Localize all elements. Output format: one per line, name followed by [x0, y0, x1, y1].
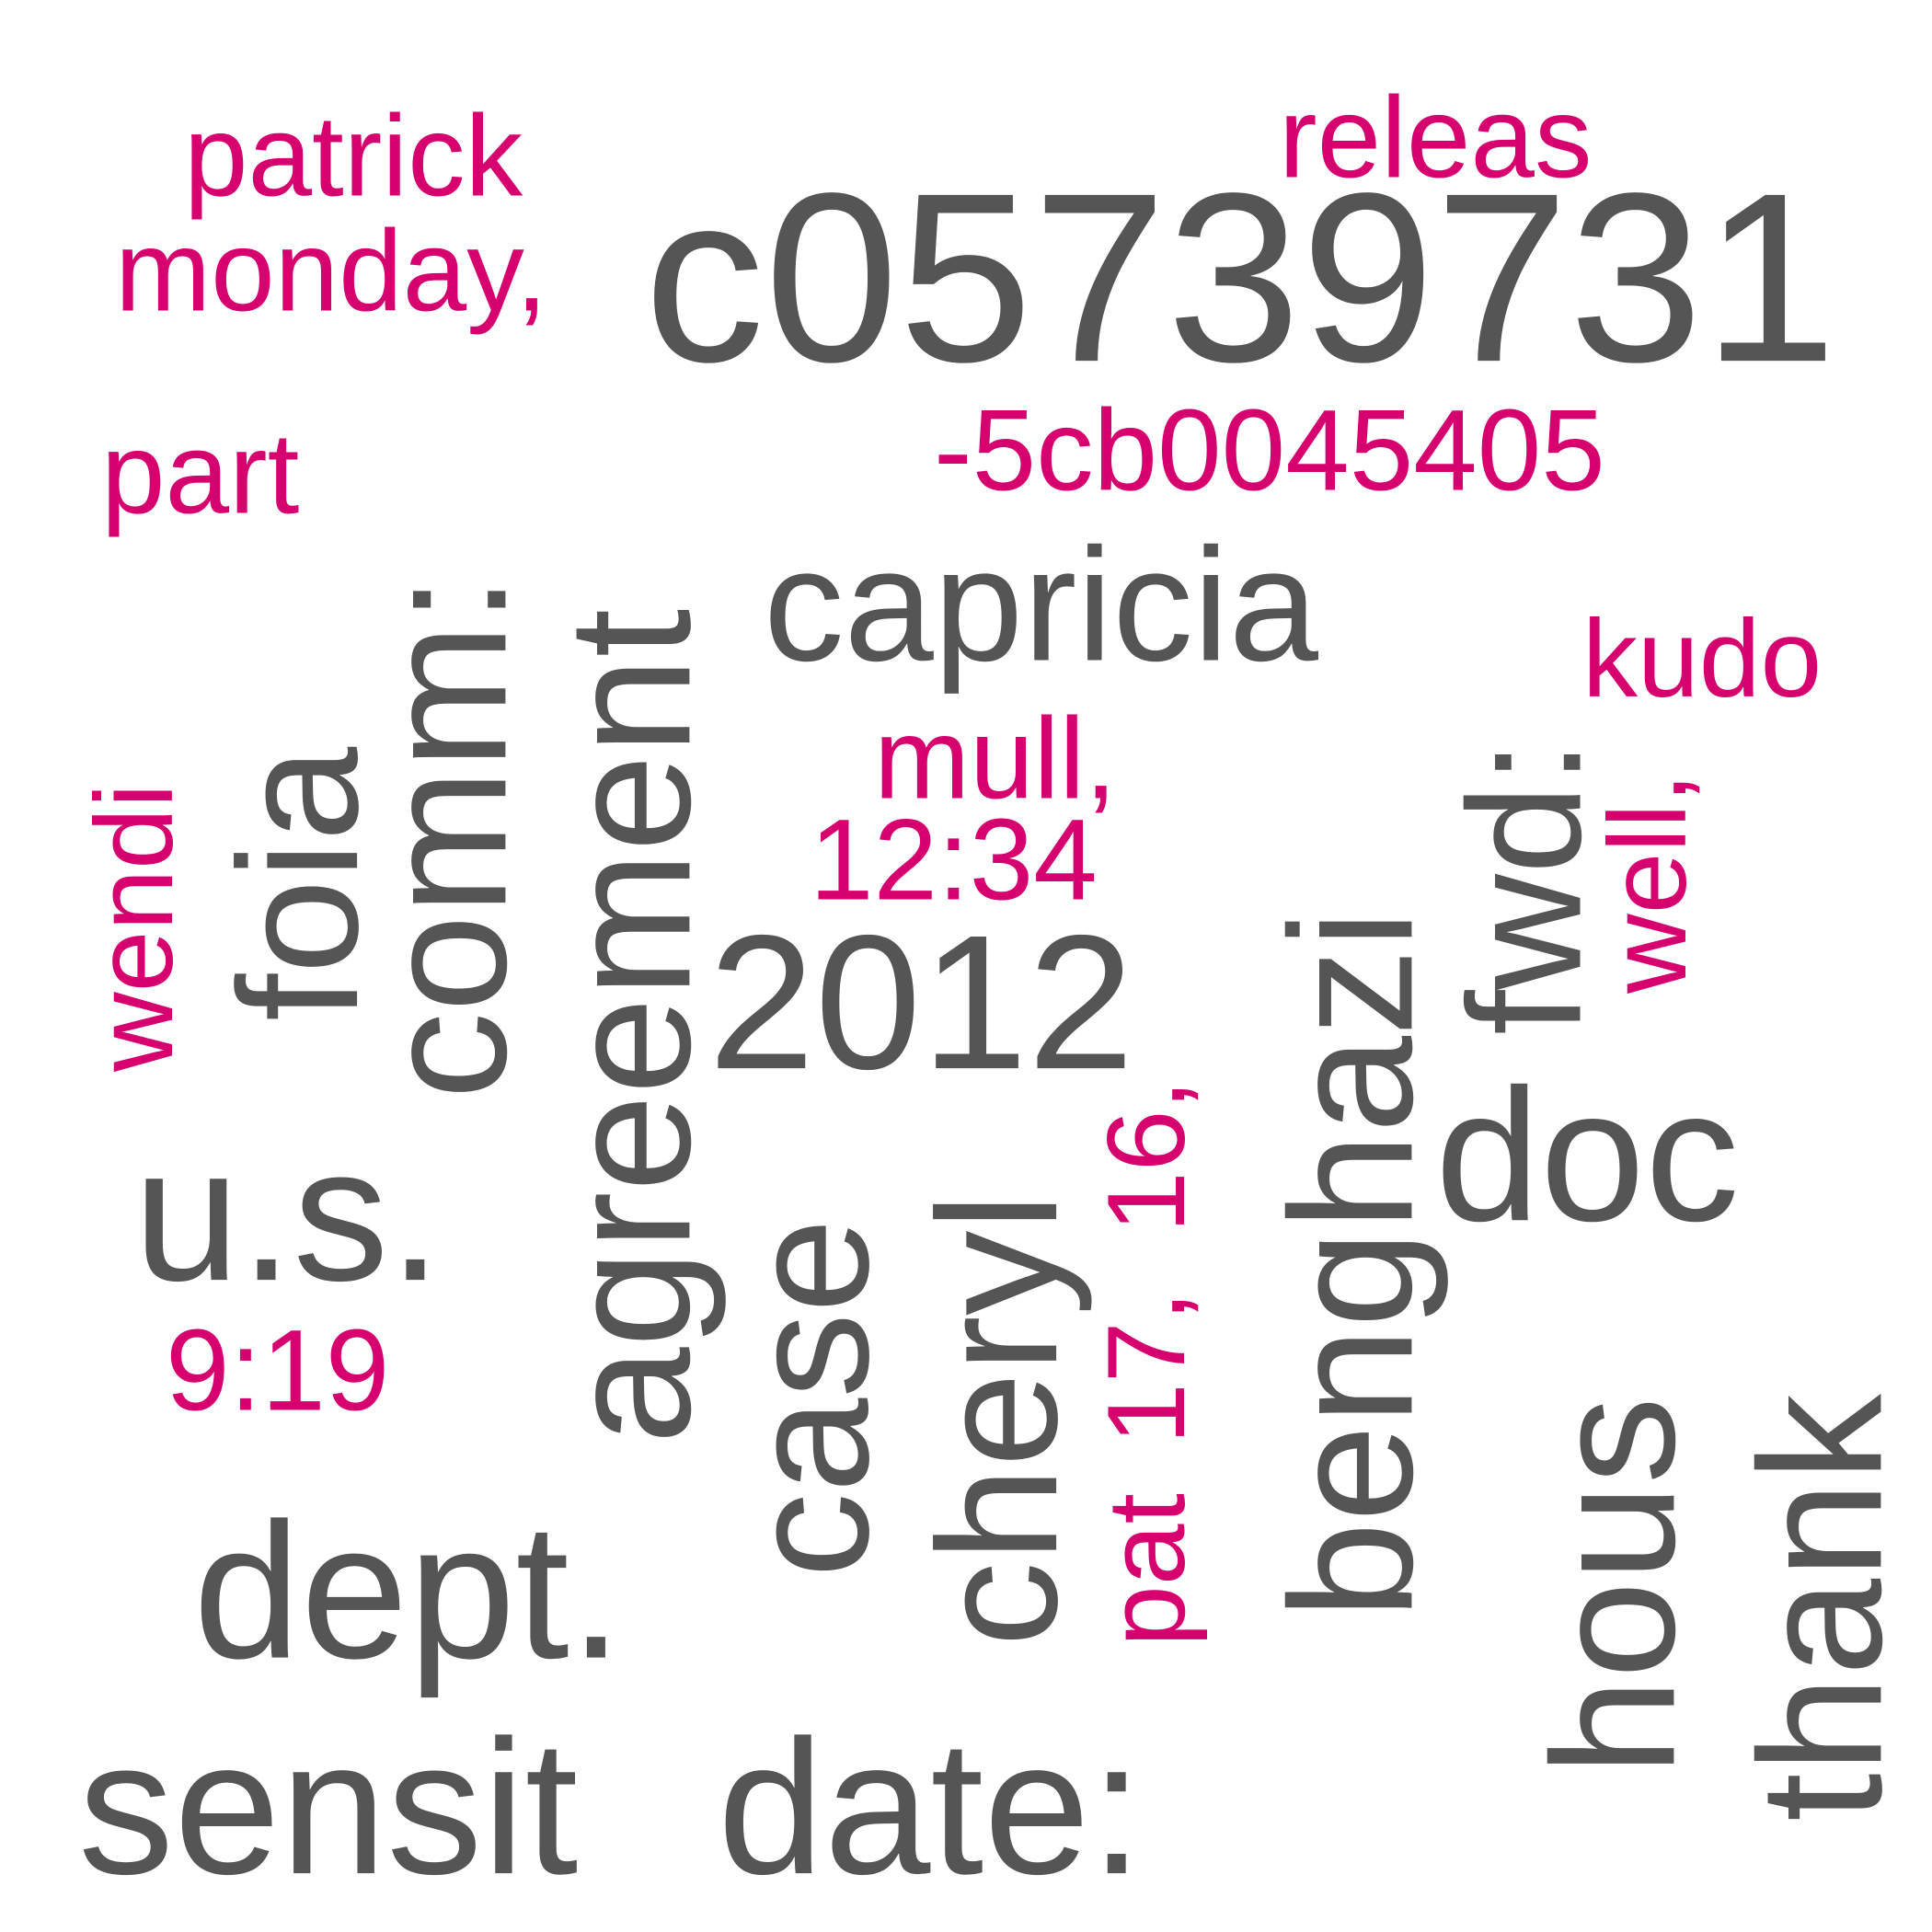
- word-benghazi: benghazi: [1254, 909, 1450, 1619]
- word-patrick: patrick: [184, 92, 523, 221]
- word-case: case: [715, 1218, 905, 1578]
- word-doc: doc: [1435, 1050, 1740, 1261]
- word-part: part: [101, 409, 300, 538]
- word-monday: monday,: [115, 207, 548, 336]
- word-17: 17,: [1085, 1291, 1209, 1444]
- word-cheryl: cheryl: [903, 1192, 1094, 1647]
- word-releas: releas: [1279, 74, 1593, 202]
- word-sensit: sensit: [78, 1701, 579, 1915]
- word-mull: mull,: [874, 695, 1117, 823]
- word-1234: 12:34: [810, 796, 1098, 925]
- word-919: 9:19: [166, 1306, 390, 1435]
- word-thank: thank: [1723, 1394, 1919, 1822]
- word-well: well,: [1586, 772, 1710, 994]
- word-foia: foia: [204, 746, 395, 1021]
- word-2012: 2012: [708, 896, 1134, 1110]
- word-wendi: wendi: [73, 783, 197, 1072]
- word-date: date:: [718, 1701, 1144, 1915]
- word-us: u.s.: [133, 1108, 443, 1322]
- word-dept: dept.: [193, 1482, 624, 1699]
- word-5cb0045405: -5cb0045405: [934, 386, 1605, 515]
- word-pat: pat: [1085, 1493, 1209, 1647]
- word-capricia: capricia: [764, 515, 1319, 696]
- word-agreement: agreement: [532, 608, 728, 1444]
- word-fwd: fwd:: [1435, 740, 1616, 1035]
- word-c05739731: c05739731: [644, 143, 1837, 413]
- word-kudo: kudo: [1582, 597, 1823, 721]
- word-16: 16,: [1085, 1079, 1209, 1233]
- word-hous: hous: [1516, 1396, 1712, 1776]
